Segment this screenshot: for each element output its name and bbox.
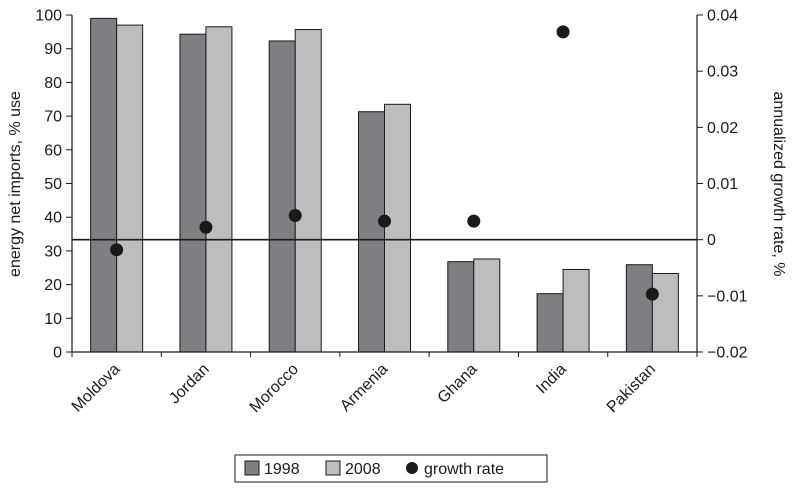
bar-1998-moldova bbox=[90, 17, 118, 353]
category-label-india: India bbox=[533, 361, 570, 398]
left-axis: 0 10 20 30 40 50 60 70 80 90 100 bbox=[35, 8, 698, 362]
bar-1998-morocco bbox=[268, 40, 296, 353]
category-label-pakistan: Pakistan bbox=[604, 361, 659, 416]
y-right-tick-label: 0.03 bbox=[707, 64, 738, 81]
bar-1998-india bbox=[536, 293, 564, 353]
y-left-tick-label: 30 bbox=[44, 243, 62, 260]
category-label-ghana: Ghana bbox=[435, 361, 481, 407]
bar-2008-moldova bbox=[116, 24, 144, 353]
y-right-tick-label: −0.02 bbox=[707, 345, 748, 362]
y-left-title: energy net imports, % use bbox=[7, 91, 24, 277]
point-growth-moldova bbox=[110, 243, 124, 257]
category-label-morocco: Morocco bbox=[247, 361, 302, 416]
bar-2008-jordan bbox=[205, 26, 233, 353]
bar-2008-ghana bbox=[473, 258, 501, 353]
legend-border bbox=[234, 454, 548, 483]
bar-1998-pakistan bbox=[625, 264, 653, 353]
y-left-tick-label: 40 bbox=[44, 210, 62, 227]
category-label-jordan: Jordan bbox=[166, 361, 213, 408]
legend-label-1998: 1998 bbox=[264, 461, 300, 478]
y-right-tick-label: 0.04 bbox=[707, 8, 738, 25]
legend-swatch-2008 bbox=[325, 460, 341, 476]
point-growth-morocco bbox=[288, 209, 302, 223]
y-left-tick-label: 50 bbox=[44, 176, 62, 193]
point-growth-india bbox=[556, 25, 570, 39]
right-axis: −0.02 −0.01 0 0.01 0.02 0.03 0.04 bbox=[696, 8, 748, 362]
bar-2008-armenia bbox=[384, 103, 411, 353]
legend-marker-growth bbox=[406, 462, 418, 474]
point-growth-armenia bbox=[378, 214, 391, 228]
y-right-title: annualized growth rate, % bbox=[770, 92, 787, 277]
bar-2008-morocco bbox=[294, 28, 322, 353]
bar-1998-ghana bbox=[447, 261, 475, 353]
y-right-tick-label: −0.01 bbox=[707, 288, 748, 305]
y-left-tick-label: 100 bbox=[35, 8, 62, 25]
bar-2008-india bbox=[562, 268, 590, 353]
point-growth-ghana bbox=[467, 214, 481, 228]
bar-1998-jordan bbox=[179, 33, 207, 353]
category-label-armenia: Armenia bbox=[337, 361, 391, 415]
y-right-tick-label: 0 bbox=[707, 232, 716, 249]
category-labels: Moldova Jordan Morocco Armenia Ghana India Pak… bbox=[69, 361, 660, 416]
y-right-tick-label: 0.02 bbox=[707, 120, 738, 137]
plot-area bbox=[72, 17, 697, 353]
y-left-tick-label: 10 bbox=[44, 311, 62, 328]
legend-label-growth: growth rate bbox=[424, 461, 504, 478]
legend-label-2008: 2008 bbox=[345, 461, 381, 478]
y-left-tick-label: 90 bbox=[44, 41, 62, 58]
y-right-tick-label: 0.01 bbox=[707, 176, 738, 193]
point-growth-jordan bbox=[199, 220, 213, 234]
y-left-tick-label: 70 bbox=[44, 109, 62, 126]
y-left-tick-label: 80 bbox=[44, 75, 62, 92]
legend: 1998 2008 growth rate bbox=[234, 454, 548, 483]
category-label-moldova: Moldova bbox=[69, 361, 124, 416]
y-left-tick-label: 0 bbox=[53, 345, 62, 362]
bar-2008-pakistan bbox=[651, 272, 679, 353]
y-left-tick-label: 60 bbox=[44, 142, 62, 159]
legend-swatch-1998 bbox=[244, 460, 260, 476]
point-growth-pakistan bbox=[645, 287, 659, 301]
y-left-tick-label: 20 bbox=[44, 277, 62, 294]
bar-1998-armenia bbox=[358, 111, 385, 353]
